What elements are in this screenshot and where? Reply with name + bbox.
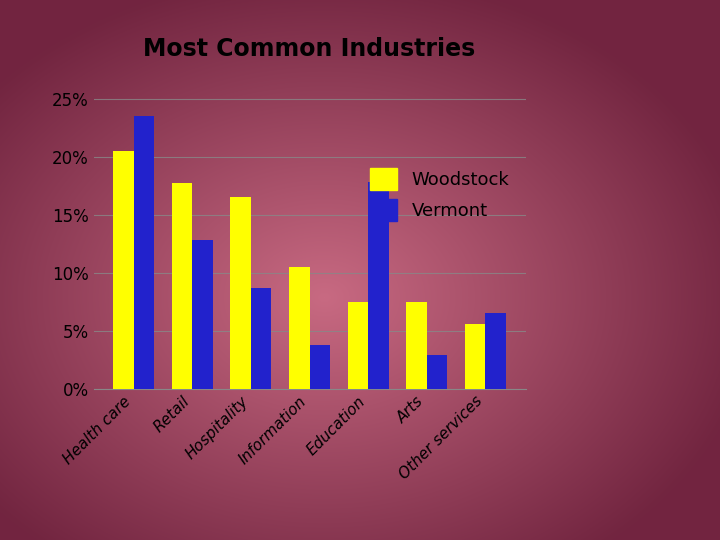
Bar xyxy=(310,345,330,389)
Bar xyxy=(427,355,447,389)
Bar xyxy=(134,116,154,389)
Bar xyxy=(368,183,389,389)
Bar xyxy=(251,288,271,389)
Bar xyxy=(406,302,427,389)
Title: Most Common Industries: Most Common Industries xyxy=(143,37,476,61)
Legend: Woodstock, Vermont: Woodstock, Vermont xyxy=(363,161,516,228)
Bar xyxy=(348,302,368,389)
Bar xyxy=(113,151,134,389)
Bar xyxy=(485,313,506,389)
Bar xyxy=(465,324,485,389)
Bar xyxy=(230,198,251,389)
Bar xyxy=(172,184,192,389)
Bar xyxy=(192,240,213,389)
Bar xyxy=(289,267,310,389)
